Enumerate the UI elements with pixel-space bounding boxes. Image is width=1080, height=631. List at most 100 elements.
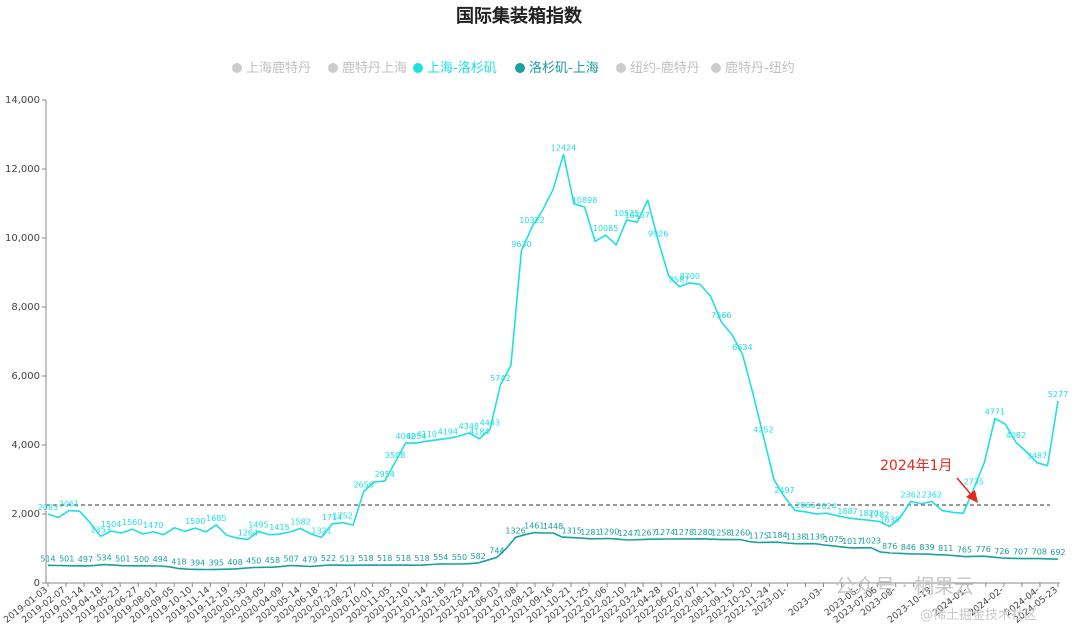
watermark-line1: 公众号 · 桐果云 [835, 574, 974, 598]
data-label: 1782 [869, 511, 889, 520]
data-label: 4252 [753, 425, 773, 434]
data-label: 1315 [562, 527, 582, 536]
data-label: 1590 [185, 517, 205, 526]
legend-marker [711, 63, 721, 73]
data-label: 1290 [599, 527, 619, 536]
data-label: 2024 [816, 502, 836, 511]
data-label: 4082 [1006, 431, 1026, 440]
data-label: 1820 [858, 509, 878, 518]
chart-title: 国际集装箱指数 [456, 5, 583, 27]
x-tick-label: 2023-03- [787, 585, 825, 618]
data-label: 4194 [438, 427, 458, 436]
data-label: 1560 [122, 518, 142, 527]
annotation: 2024年1月 [880, 458, 978, 503]
data-label: 1415 [269, 523, 289, 532]
data-label: 1353 [90, 525, 110, 534]
data-label: 1470 [143, 521, 163, 530]
data-label: 514 [40, 554, 55, 563]
y-tick-label: 0 [34, 578, 40, 589]
data-label: 418 [171, 558, 186, 567]
data-label: 501 [115, 555, 130, 564]
y-tick-label: 10,000 [5, 233, 40, 244]
data-label: 1504 [101, 520, 121, 529]
series-line-shanghai-la [47, 153, 1059, 541]
data-label: 708 [1032, 548, 1047, 557]
data-label: 518 [414, 554, 429, 563]
data-label: 1752 [332, 512, 352, 521]
data-label: 582 [471, 552, 486, 561]
data-label: 518 [377, 554, 392, 563]
data-label: 10898 [572, 196, 597, 205]
data-label: 1274 [655, 528, 675, 537]
data-label: 4062 [396, 432, 416, 441]
data-label: 1138 [786, 533, 806, 542]
legend-label: 鹿特丹-纽约 [725, 60, 795, 76]
data-label: 1075 [823, 535, 843, 544]
data-label: 10525 [614, 209, 639, 218]
legend-marker [413, 63, 423, 73]
data-label: 765 [957, 546, 972, 555]
data-label: 1247 [618, 529, 638, 538]
data-label: 3508 [385, 451, 405, 460]
data-label: 1175 [749, 531, 769, 540]
data-label: 2497 [774, 486, 794, 495]
annotation-arrow-head [966, 490, 978, 503]
data-label: 1495 [248, 520, 268, 529]
data-label: 10085 [593, 224, 618, 233]
data-label: 2650 [353, 481, 373, 490]
data-label: 744 [489, 546, 504, 555]
legend: 上海鹿特丹 鹿特丹上海 上海-洛杉矶 洛杉矶-上海 纽约-鹿特丹 鹿特丹-纽约 [232, 60, 795, 76]
data-label: 518 [358, 554, 373, 563]
y-tick-label: 8,000 [11, 302, 40, 313]
data-label: 1461 [524, 522, 544, 531]
watermark-line2: @稀土掘金技术社区 [920, 607, 1037, 623]
annotation-text: 2024年1月 [880, 458, 953, 474]
data-label: 1280 [692, 528, 712, 537]
data-label: 4184 [469, 428, 489, 437]
data-label: 6634 [732, 343, 752, 352]
legend-label: 鹿特丹上海 [342, 60, 407, 76]
data-label: 1582 [290, 517, 310, 526]
legend-label: 纽约-鹿特丹 [630, 60, 700, 76]
data-label: 2362 [901, 491, 921, 500]
data-label: 1326 [505, 526, 525, 535]
data-label: 10322 [519, 216, 544, 225]
data-label: 811 [938, 544, 953, 553]
legend-label: 洛杉矶-上海 [529, 61, 599, 76]
data-label: 494 [153, 555, 168, 564]
data-label: 1139 [805, 533, 825, 542]
data-label: 1685 [206, 514, 226, 523]
data-label: 1267 [636, 528, 656, 537]
data-label: 4443 [480, 419, 500, 428]
series-group [47, 153, 1059, 571]
data-label: 1017 [842, 537, 862, 546]
data-label: 497 [78, 555, 93, 564]
data-label: 518 [396, 554, 411, 563]
series-line-la-shanghai [47, 531, 1059, 571]
data-label: 500 [134, 555, 149, 564]
data-label: 1023 [861, 537, 881, 546]
data-label: 2083 [38, 503, 58, 512]
legend-marker [616, 63, 626, 73]
data-label: 1321 [311, 526, 331, 535]
y-tick-label: 2,000 [11, 509, 40, 520]
data-label: 554 [433, 553, 448, 562]
data-label: 501 [59, 555, 74, 564]
legend-label: 上海鹿特丹 [246, 60, 311, 76]
data-label: 8700 [680, 272, 700, 281]
data-label: 1278 [674, 528, 694, 537]
legend-marker [232, 63, 242, 73]
y-tick-label: 14,000 [5, 95, 40, 106]
data-label: 2954 [374, 470, 394, 479]
data-label: 479 [302, 555, 317, 564]
watermark: 公众号 · 桐果云 @稀土掘金技术社区 [835, 574, 1037, 623]
data-label: 1184 [767, 531, 787, 540]
data-label: 5277 [1048, 390, 1068, 399]
data-label: 1714 [322, 513, 342, 522]
data-label: 1638 [879, 515, 899, 524]
data-label: 4348 [459, 422, 479, 431]
data-label: 3487 [1027, 452, 1047, 461]
data-label: 522 [321, 554, 336, 563]
data-label: 876 [882, 542, 897, 551]
